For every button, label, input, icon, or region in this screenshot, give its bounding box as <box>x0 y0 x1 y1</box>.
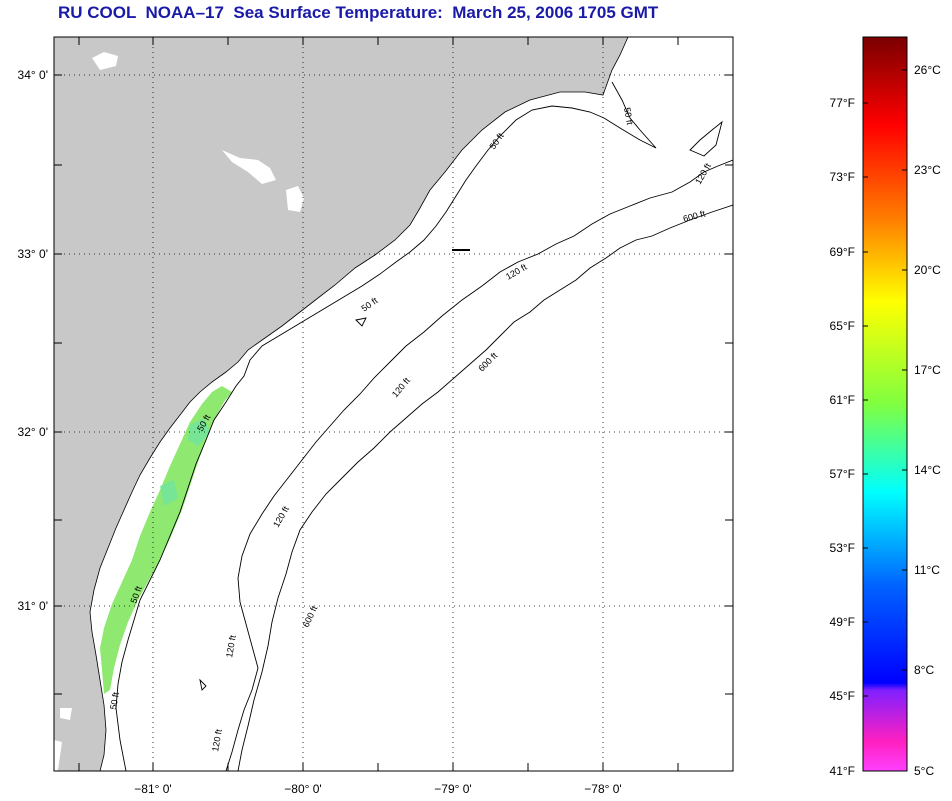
colorbar-f-label: 49°F <box>830 615 855 629</box>
colorbar-c-label: 26°C <box>914 63 941 77</box>
colorbar-c-label: 11°C <box>914 563 940 577</box>
colorbar-c-label: 5°C <box>914 764 934 778</box>
lat-label: 32° 0' <box>18 425 48 439</box>
map-frame <box>53 36 734 772</box>
lat-label: 31° 0' <box>18 599 48 613</box>
sst-plume <box>100 386 232 694</box>
colorbar-c-label: 23°C <box>914 163 941 177</box>
depth-contours <box>115 81 733 771</box>
colorbar-f-label: 41°F <box>830 764 855 778</box>
colorbar-f-label: 69°F <box>830 245 855 259</box>
colorbar-c-label: 17°C <box>914 363 941 377</box>
colorbar-c-label: 14°C <box>914 463 941 477</box>
lon-label: −80° 0' <box>284 782 321 796</box>
contour-label: 120 ft <box>224 634 238 658</box>
lat-label: 33° 0' <box>18 247 48 261</box>
colorbar-f-label: 61°F <box>830 393 855 407</box>
lon-label: −79° 0' <box>434 782 471 796</box>
colorbar-f-label: 73°F <box>830 170 855 184</box>
colorbar-c-label: 20°C <box>914 263 941 277</box>
graticule <box>54 37 733 771</box>
frame-ticks <box>54 37 733 771</box>
lat-label: 34° 0' <box>18 68 48 82</box>
colorbar-f-label: 65°F <box>830 319 855 333</box>
colorbar <box>862 36 908 772</box>
colorbar-f-label: 53°F <box>830 541 855 555</box>
page-title: RU COOL NOAA–17 Sea Surface Temperature:… <box>58 3 659 22</box>
contour-label: 50 ft <box>108 691 121 710</box>
contour-label: 50 ft <box>622 107 635 126</box>
lon-label: −78° 0' <box>584 782 621 796</box>
lon-label: −81° 0' <box>134 782 171 796</box>
colorbar-f-label: 57°F <box>830 467 855 481</box>
map-area: 50 ft 50 ft 50 ft 50 ft 50 ft 50 ft 120 … <box>54 37 733 771</box>
colorbar-c-label: 8°C <box>914 663 934 677</box>
land-area <box>54 37 629 771</box>
colorbar-f-label: 45°F <box>830 689 855 703</box>
colorbar-f-label: 77°F <box>830 96 855 110</box>
colorbar-ticks <box>863 69 907 697</box>
contour-label: 120 ft <box>210 728 224 752</box>
